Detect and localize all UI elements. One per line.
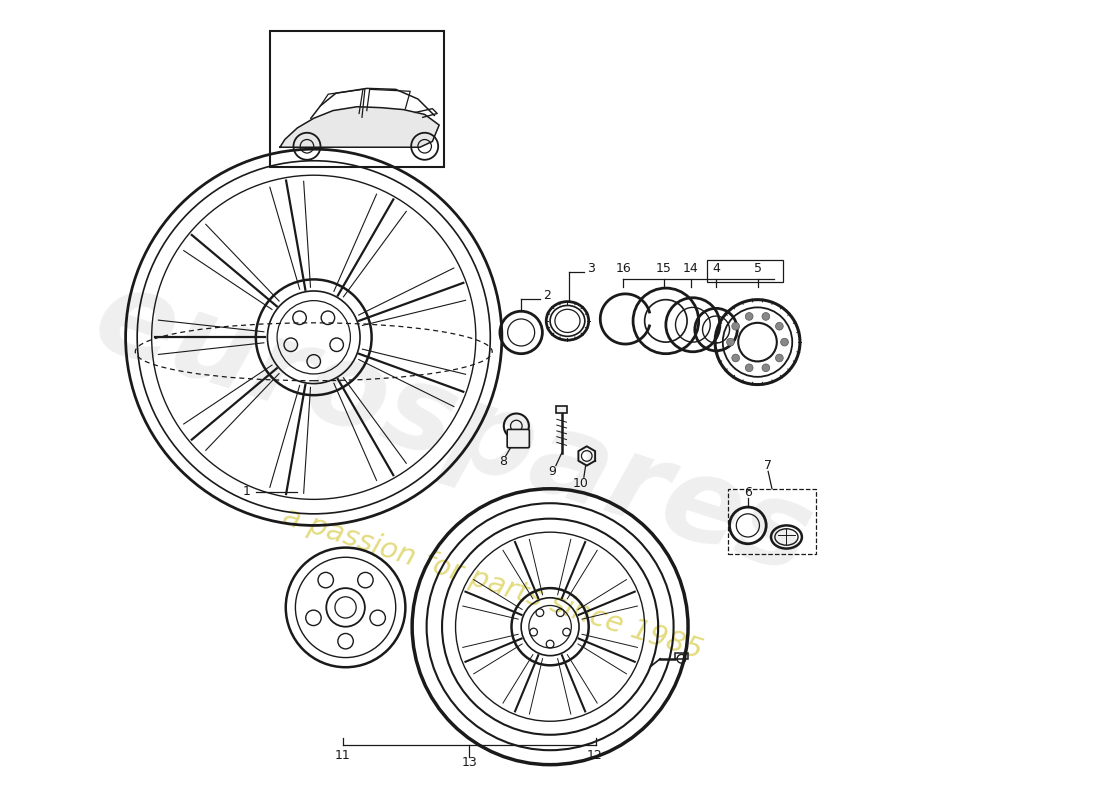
Circle shape — [762, 364, 770, 372]
Text: 14: 14 — [683, 262, 698, 275]
Text: 12: 12 — [586, 749, 603, 762]
Bar — [271, 31, 444, 166]
Circle shape — [746, 364, 754, 372]
Circle shape — [746, 313, 754, 320]
Text: 4: 4 — [712, 262, 720, 275]
Text: 1: 1 — [242, 485, 250, 498]
Text: 2: 2 — [543, 290, 551, 302]
Text: 10: 10 — [573, 478, 588, 490]
Text: 6: 6 — [744, 486, 751, 499]
Circle shape — [732, 354, 739, 362]
Text: a passion for parts since 1985: a passion for parts since 1985 — [278, 502, 706, 665]
Text: 9: 9 — [548, 465, 556, 478]
Polygon shape — [280, 106, 439, 147]
Text: 7: 7 — [764, 459, 772, 472]
Text: 11: 11 — [334, 749, 351, 762]
Bar — [674, 653, 689, 658]
FancyBboxPatch shape — [507, 430, 529, 448]
Text: eurospares: eurospares — [81, 259, 826, 599]
Text: 5: 5 — [754, 262, 761, 275]
Text: 13: 13 — [461, 756, 477, 770]
Circle shape — [776, 322, 783, 330]
Text: 8: 8 — [498, 455, 507, 468]
Bar — [707, 260, 782, 282]
Circle shape — [727, 338, 735, 346]
Circle shape — [776, 354, 783, 362]
Circle shape — [762, 313, 770, 320]
Bar — [727, 489, 816, 554]
Bar — [556, 406, 568, 413]
Circle shape — [781, 338, 789, 346]
Text: 3: 3 — [586, 262, 595, 275]
Text: 15: 15 — [656, 262, 672, 275]
Text: 16: 16 — [616, 262, 631, 275]
Circle shape — [732, 322, 739, 330]
